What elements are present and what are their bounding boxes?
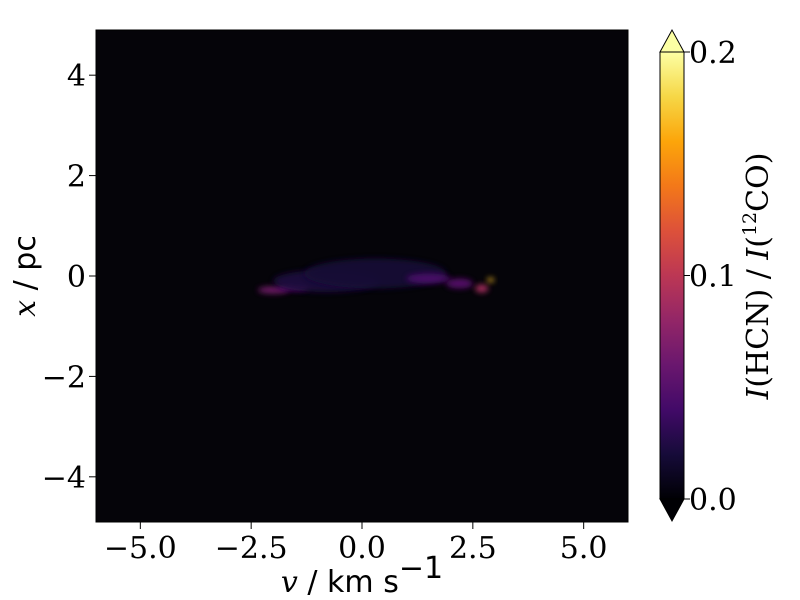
x-tick-label: −2.5 xyxy=(215,531,288,566)
x-axis: −5.0 −2.5 0.0 2.5 5.0 xyxy=(104,522,608,566)
y-tick-label: 2 xyxy=(67,160,86,195)
plot-area xyxy=(95,29,629,523)
y-tick-label: −4 xyxy=(42,461,86,496)
colorbar-tick-label: 0.0 xyxy=(689,483,737,518)
colorbar-ticks: 0.0 0.1 0.2 xyxy=(684,36,737,518)
emission-blob xyxy=(446,278,473,289)
y-tick-label: 4 xyxy=(67,59,86,94)
x-tick-label: −5.0 xyxy=(104,531,177,566)
x-tick-label: 0.0 xyxy=(338,531,386,566)
colorbar-extend-max xyxy=(659,28,685,53)
colorbar-extend-min xyxy=(659,498,685,523)
colorbar-tick-label: 0.1 xyxy=(689,260,737,295)
colorbar-gradient xyxy=(659,51,685,500)
x-tick-label: 2.5 xyxy=(449,531,497,566)
colorbar: 0.0 0.1 0.2 I(HCN) / I(12CO) xyxy=(659,28,776,523)
colorbar-tick-label: 0.2 xyxy=(689,36,737,71)
emission-blob xyxy=(304,258,447,289)
emission-blob xyxy=(487,278,495,283)
y-axis-label: x / pc xyxy=(8,235,43,317)
emission-region xyxy=(257,258,495,294)
y-axis: −4 −2 0 2 4 xyxy=(42,59,96,496)
emission-blob xyxy=(406,273,451,284)
y-tick-label: −2 xyxy=(42,360,86,395)
y-tick-label: 0 xyxy=(67,260,86,295)
x-axis-label: v / km s−1 xyxy=(281,551,443,600)
emission-blob xyxy=(475,284,489,293)
colorbar-label: I(HCN) / I(12CO) xyxy=(739,153,776,401)
x-tick-label: 5.0 xyxy=(560,531,608,566)
